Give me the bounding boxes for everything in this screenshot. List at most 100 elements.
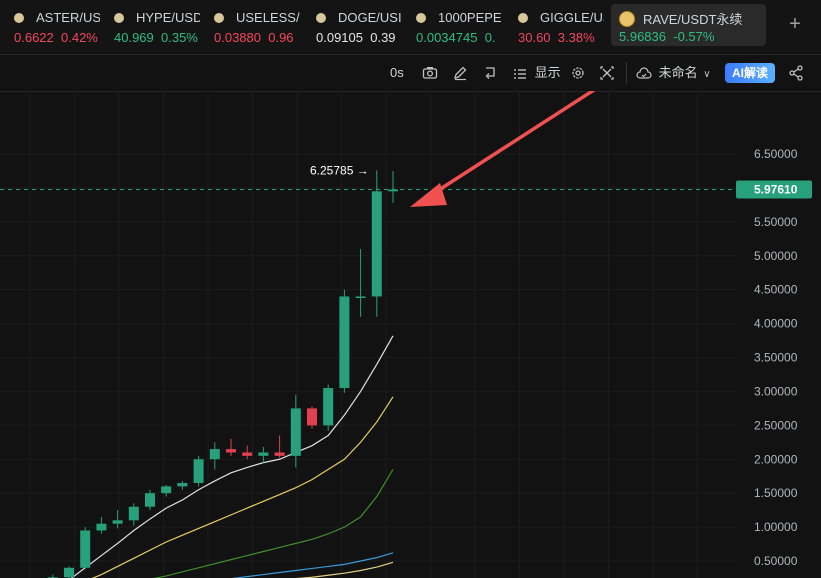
candle-body [96,523,107,531]
candle-body [128,506,139,521]
candle-body [307,408,317,426]
candle-body [161,486,172,494]
add-ticker-button[interactable]: + [789,13,801,35]
display-menu[interactable]: 显示 [513,63,561,83]
moving-average-line [231,552,394,578]
ticker-price: 0.09105 [316,30,363,45]
ticker-symbol: RAVE/USDT永续 [643,12,743,27]
candle-body [209,449,220,460]
candle-body [371,191,382,297]
ticker-price: 0.6622 [14,30,54,45]
settings-icon[interactable] [570,63,586,83]
ticker-symbol: ASTER/US [36,10,100,25]
coin-icon [518,13,528,23]
candle-body [339,296,350,389]
interval-selector[interactable]: 0s [390,63,404,83]
ticker-price: 5.96836 [619,29,666,44]
ticker-doge[interactable]: DOGE/USI 0.09105 0.39 [316,6,402,48]
price-tick-label: 4.50000 [754,283,798,297]
candle-body [145,493,155,507]
price-tick-label: 6.50000 [754,147,798,161]
annotation-arrow-icon [426,91,596,199]
ai-analysis-button[interactable]: AI解读 [725,63,775,83]
ticker-symbol: HYPE/USD [136,10,200,25]
moving-average-lines [70,335,394,578]
annotation-arrowhead-icon [410,183,447,207]
undo-icon[interactable] [482,63,498,83]
ticker-hype[interactable]: HYPE/USD 40.969 0.35% [114,6,200,48]
price-chart[interactable]: 6.500006.000005.500005.000004.500004.000… [0,91,821,578]
candle-body [323,388,334,426]
price-tick-label: 0.50000 [754,554,798,568]
candle-body [226,449,236,453]
display-label: 显示 [534,65,561,80]
moving-average-line [70,335,394,578]
candle-body [177,482,188,487]
ticker-change: 0. [484,30,496,45]
price-tick-label: 1.00000 [754,520,798,534]
ticker-change: 0.42% [61,30,98,45]
list-icon [513,67,527,81]
layout-menu[interactable]: 未命名 ∨ [636,63,711,83]
ticker-change: 3.38% [557,30,595,45]
candles [47,170,398,578]
share-icon[interactable] [788,63,804,83]
chart-area[interactable]: 6.500006.000005.500005.000004.500004.000… [0,91,821,578]
candle-body [355,296,366,298]
chevron-down-icon: ∨ [703,69,711,80]
fullscreen-icon[interactable] [599,63,615,83]
ticker-symbol: USELESS/U [236,10,300,25]
candle-body [80,530,91,568]
layout-name: 未命名 [658,65,698,80]
ticker-giggle[interactable]: GIGGLE/US 30.60 3.38% [518,6,604,48]
chart-grid [0,91,736,578]
ticker-change: 0.35% [161,30,198,45]
ticker-rave-active[interactable]: RAVE/USDT永续 5.96836 -0.57% [611,4,766,46]
coin-icon [416,13,426,23]
candle-body [274,452,285,456]
coin-icon [214,13,224,23]
toolbar-divider [626,62,627,84]
coin-icon [316,13,326,23]
ticker-symbol: DOGE/USI [338,10,402,25]
camera-icon[interactable] [422,63,438,83]
cloud-icon [636,66,652,81]
ticker-useless[interactable]: USELESS/U 0.03880 0.96 [214,6,300,48]
candle-body [388,189,398,192]
ticker-change: 0.39 [370,30,396,45]
ticker-price: 40.969 [114,30,154,45]
moving-average-line [91,396,394,578]
ticker-price: 0.0034745 [416,30,478,45]
pencil-icon[interactable] [452,63,468,83]
ticker-symbol: GIGGLE/US [540,10,604,25]
current-price-label: 5.97610 [754,183,798,197]
current-price-badge [736,180,812,199]
candle-body [290,408,301,456]
price-tick-label: 2.50000 [754,418,798,432]
candle-body [258,452,269,456]
ticker-price: 30.60 [518,30,551,45]
price-tick-label: 4.00000 [754,317,798,331]
moving-average-line [296,561,394,578]
price-tick-label: 5.50000 [754,215,798,229]
price-tick-label: 1.50000 [754,486,798,500]
coin-icon [619,11,635,27]
candle-body [64,567,74,578]
chart-overlay: 5.97610 6.25785 → [0,91,812,207]
price-tick-label: 3.50000 [754,351,798,365]
price-tick-label: 5.00000 [754,249,798,263]
interval-label: 0s [390,65,404,80]
chart-toolbar: 0s 显示 未命名 ∨ AI解读 [0,54,821,92]
ticker-1000pepe[interactable]: 1000PEPE 0.0034745 0. [416,6,504,48]
ticker-strip: ASTER/US 0.6622 0.42% HYPE/USD 40.969 0.… [0,0,821,53]
high-price-marker: 6.25785 → [310,163,369,177]
candle-body [112,520,123,524]
price-tick-label: 2.00000 [754,452,798,466]
ticker-symbol: 1000PEPE [438,10,502,25]
candle-body [193,459,204,483]
ticker-change: -0.57% [673,29,715,44]
ticker-aster[interactable]: ASTER/US 0.6622 0.42% [14,6,100,48]
coin-icon [14,13,24,23]
moving-average-line [153,469,394,578]
coin-icon [114,13,124,23]
